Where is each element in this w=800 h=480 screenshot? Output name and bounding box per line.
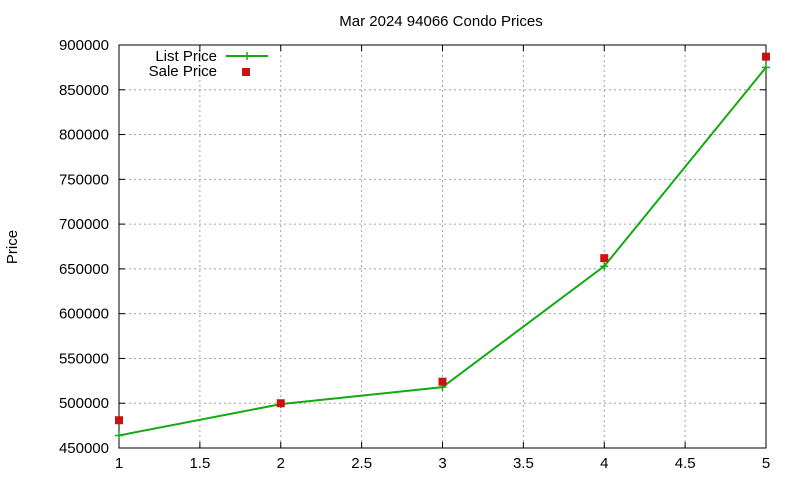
legend: List Price Sale Price — [149, 48, 268, 80]
list-price-point — [115, 431, 123, 440]
y-tick-label: 750000 — [59, 171, 109, 188]
x-tick-label: 3.5 — [513, 455, 534, 472]
list-price-point — [600, 262, 609, 271]
legend-sample-square — [242, 68, 250, 76]
x-tick-label: 2.5 — [351, 455, 372, 472]
y-tick-label: 650000 — [59, 261, 109, 278]
legend-sample-plus — [243, 52, 251, 60]
legend-label-list-price: List Price — [155, 48, 217, 65]
x-tick-label: 4.5 — [675, 455, 696, 472]
y-tick-label: 800000 — [59, 127, 109, 144]
y-tick-label: 550000 — [59, 350, 109, 367]
sale-price-point — [276, 399, 285, 408]
x-tick-label: 2 — [277, 455, 285, 472]
y-tick-label: 600000 — [59, 306, 109, 323]
y-tick-label: 700000 — [59, 216, 109, 233]
plot-border — [118, 44, 767, 449]
series-layer — [115, 52, 770, 440]
x-tick-label: 4 — [600, 455, 608, 472]
sale-price-point — [600, 254, 609, 263]
x-tick-label: 3 — [438, 455, 446, 472]
y-tick-label: 450000 — [59, 440, 109, 457]
sale-price-point — [438, 377, 447, 386]
chart-title: Mar 2024 94066 Condo Prices — [339, 13, 542, 30]
x-tick-label: 1.5 — [189, 455, 210, 472]
legend-label-sale-price: Sale Price — [149, 63, 217, 80]
y-axis-label: Price — [4, 230, 21, 264]
y-tick-label: 850000 — [59, 82, 109, 99]
x-tick-label: 1 — [115, 455, 123, 472]
axes: 1 1.5 2 2.5 3 3.5 4 4.5 5 450000 500000 550000 60000… — [59, 37, 770, 472]
sale-price-point — [115, 416, 123, 425]
list-price-point — [762, 63, 770, 72]
y-tick-label: 900000 — [59, 37, 109, 54]
x-tick-label: 5 — [762, 455, 770, 472]
sale-price-point — [762, 52, 770, 61]
y-tick-label: 500000 — [59, 395, 109, 412]
